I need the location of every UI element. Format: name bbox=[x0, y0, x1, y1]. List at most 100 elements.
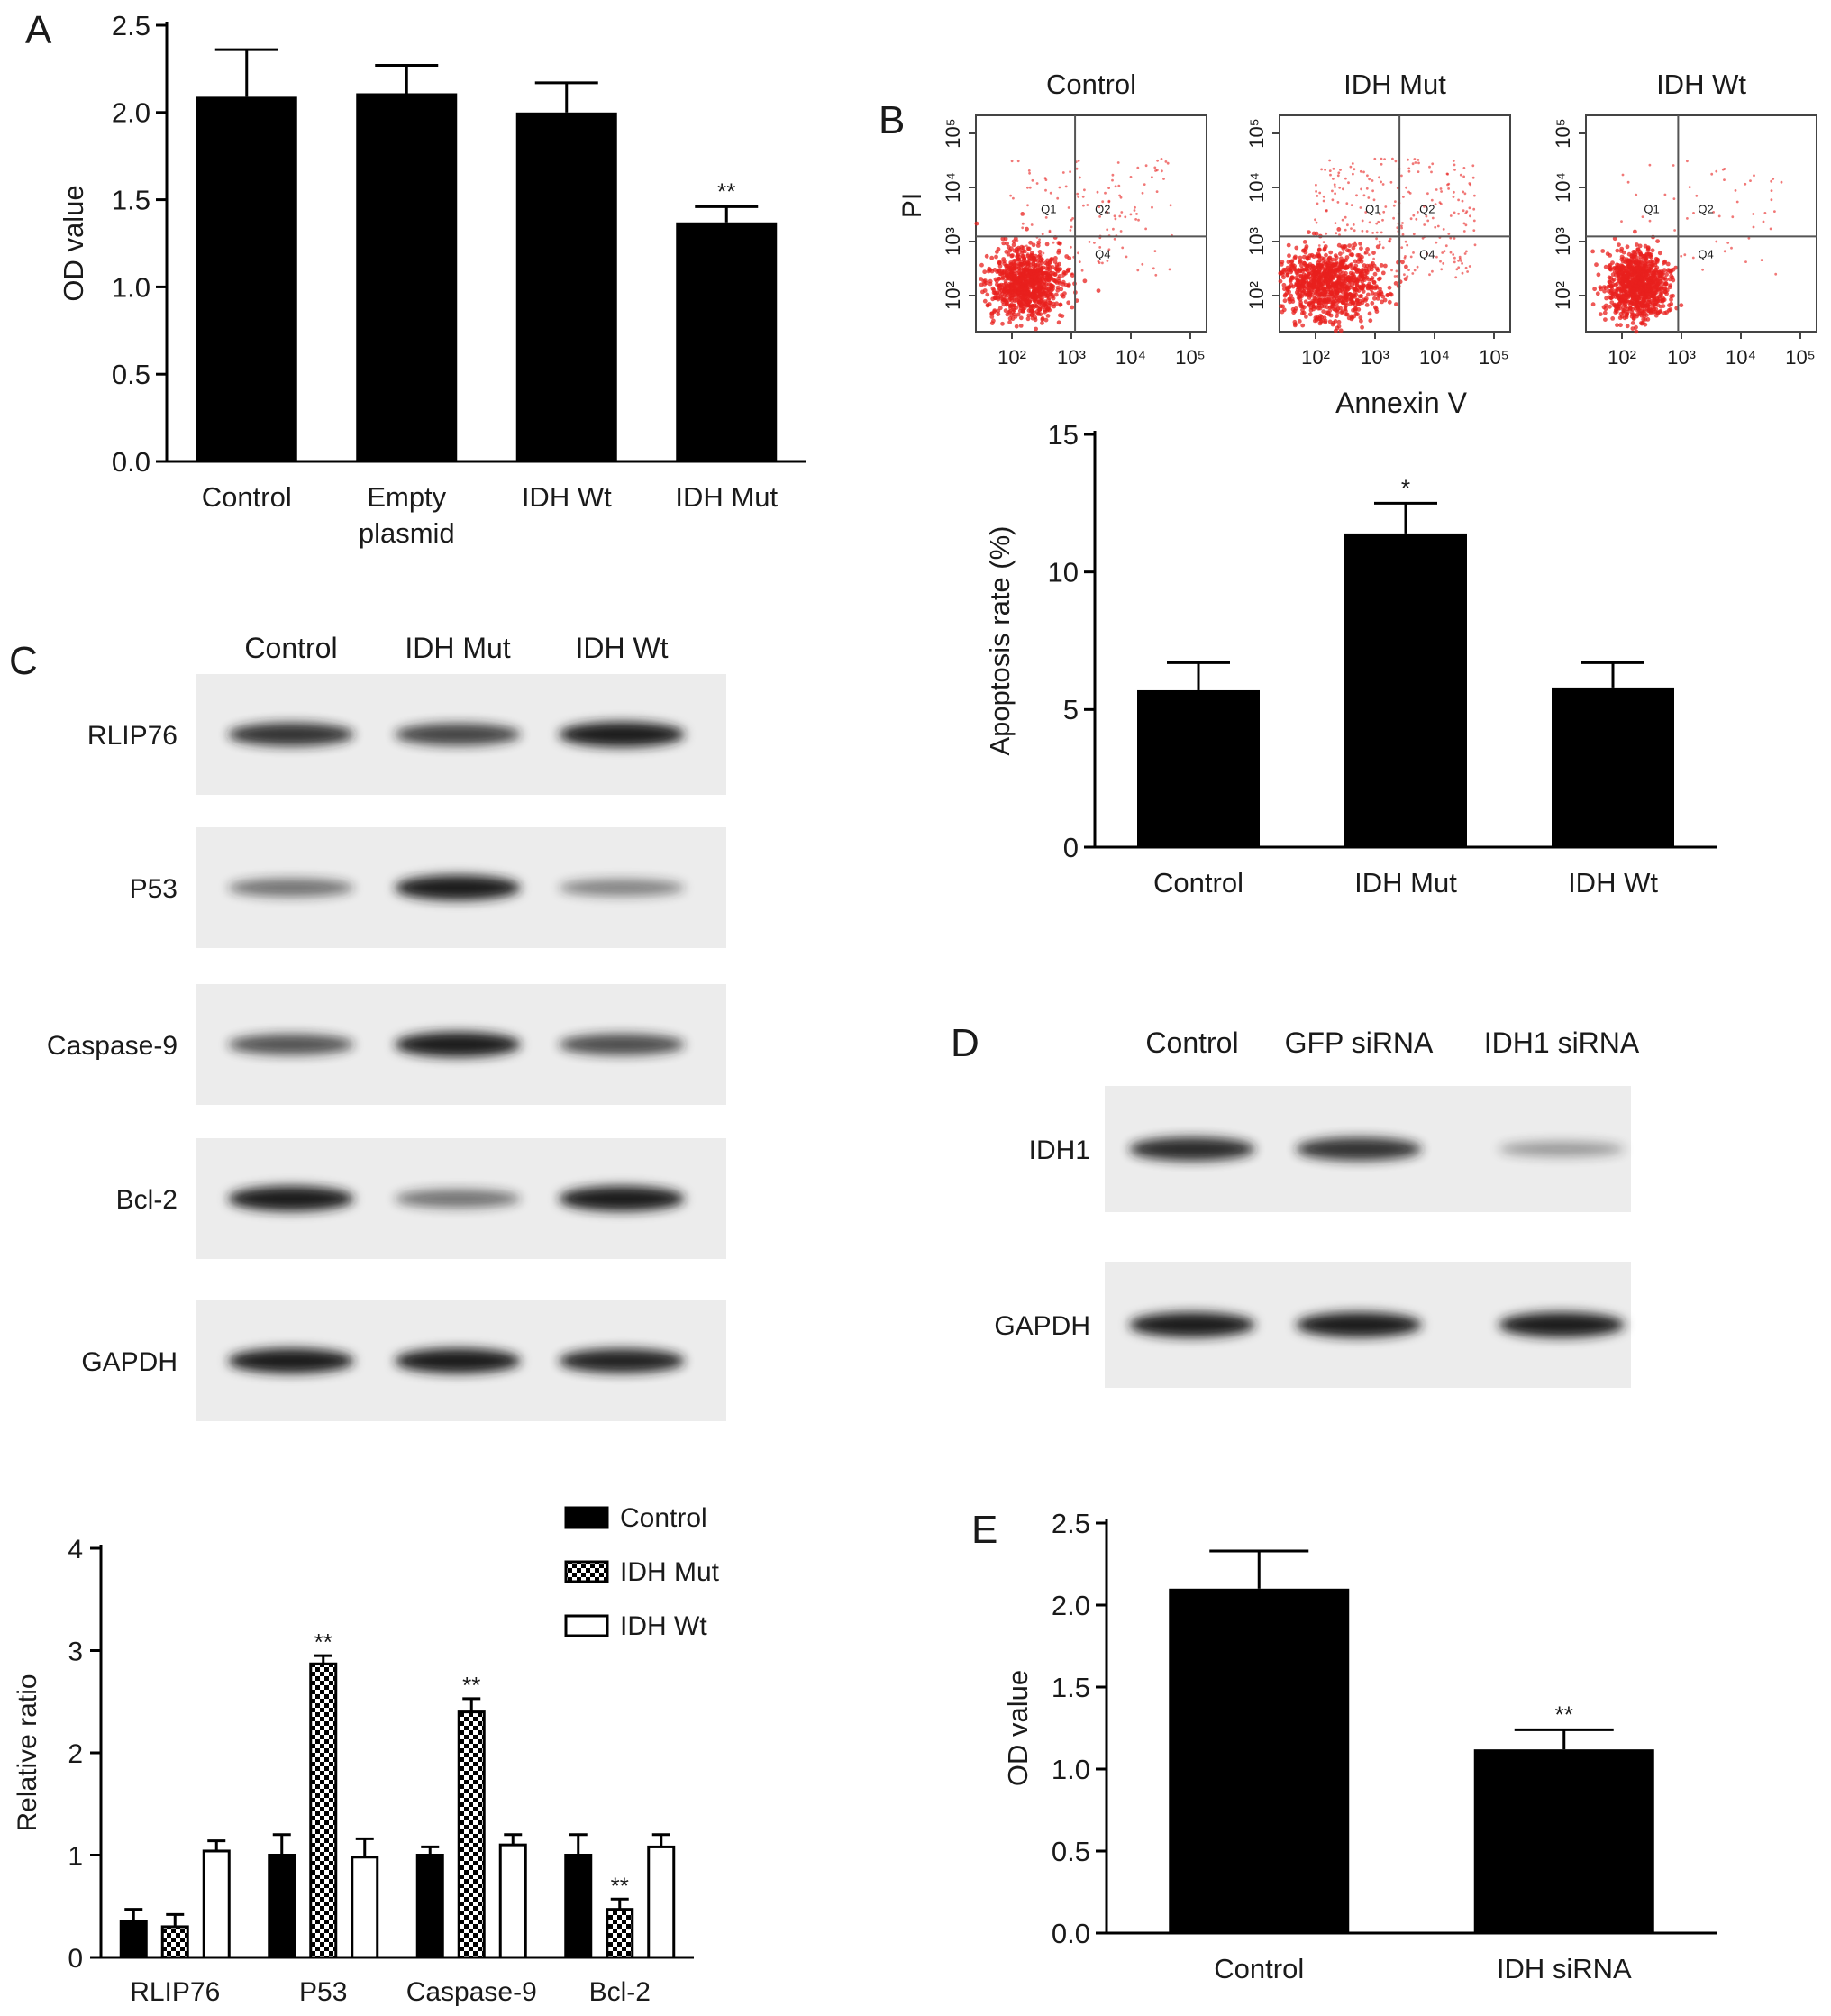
flow-dot bbox=[993, 292, 998, 296]
flow-dot bbox=[1364, 211, 1368, 214]
flow-dot bbox=[1686, 217, 1689, 220]
bar bbox=[1137, 689, 1260, 847]
flow-dot bbox=[1622, 287, 1627, 293]
flow-dot bbox=[1064, 185, 1068, 188]
flow-dot bbox=[1011, 306, 1016, 312]
flow-dot bbox=[1298, 260, 1303, 265]
flow-dot bbox=[1662, 276, 1668, 280]
flow-dot bbox=[1052, 272, 1058, 277]
flow-dot bbox=[1045, 314, 1051, 318]
flow-dot bbox=[1118, 214, 1122, 218]
flow-dot bbox=[1641, 291, 1645, 296]
flow-dot bbox=[1663, 193, 1667, 196]
flow-dot bbox=[1134, 205, 1136, 209]
flow-dot bbox=[1077, 196, 1080, 198]
blot-band bbox=[1499, 1312, 1625, 1337]
flow-dot bbox=[1344, 312, 1350, 317]
flow-dot bbox=[1287, 253, 1291, 259]
flow-dot bbox=[1035, 243, 1041, 248]
flow-dot bbox=[1028, 186, 1032, 189]
flow-dot bbox=[1344, 255, 1350, 260]
flow-dot bbox=[1069, 170, 1071, 174]
flow-dot bbox=[1602, 288, 1607, 294]
flow-dot bbox=[1402, 196, 1405, 198]
flow-dot bbox=[1379, 243, 1381, 246]
flow-dot bbox=[1639, 260, 1644, 266]
x-tick-label: Caspase-9 bbox=[406, 1977, 537, 2007]
flow-dot bbox=[1018, 271, 1023, 277]
bar bbox=[415, 1854, 444, 1959]
flow-dot bbox=[1603, 317, 1608, 322]
flow-dot bbox=[1315, 183, 1317, 187]
flow-dot bbox=[1151, 176, 1153, 179]
flow-dot bbox=[1134, 218, 1137, 221]
flow-y-tick-label: 10⁵ bbox=[1552, 118, 1574, 149]
x-tick-label: Bcl-2 bbox=[589, 1977, 651, 2007]
flow-dot bbox=[996, 247, 1001, 251]
flow-dot bbox=[1341, 300, 1346, 306]
flow-dot bbox=[1086, 204, 1089, 206]
flow-dot bbox=[1331, 198, 1335, 202]
flow-dot bbox=[1037, 307, 1043, 313]
flow-dot bbox=[1617, 315, 1623, 321]
flow-dot bbox=[1024, 258, 1027, 261]
flow-dot bbox=[1400, 174, 1403, 178]
flow-dot bbox=[1645, 247, 1651, 252]
y-tick-label: 1.0 bbox=[112, 271, 150, 303]
flow-dot bbox=[1383, 158, 1386, 161]
bar bbox=[1552, 687, 1674, 847]
flow-dot bbox=[1371, 280, 1377, 285]
flow-dot bbox=[1319, 300, 1324, 306]
flow-dot bbox=[1083, 188, 1086, 192]
flow-dot bbox=[1014, 266, 1019, 270]
y-tick-label: 10 bbox=[1048, 557, 1079, 588]
flow-dot bbox=[1381, 218, 1384, 222]
flow-dot bbox=[1617, 293, 1622, 297]
flow-dot bbox=[1025, 316, 1031, 322]
y-tick-label: 1.0 bbox=[1052, 1754, 1090, 1785]
flow-dot bbox=[1380, 157, 1383, 160]
flow-dot bbox=[1027, 169, 1031, 172]
flow-dot bbox=[1044, 242, 1050, 247]
flow-dot bbox=[1055, 269, 1061, 274]
flow-dot bbox=[1298, 300, 1303, 306]
blot-row-label: P53 bbox=[130, 874, 178, 904]
flow-dot bbox=[1353, 295, 1357, 299]
flow-dot bbox=[1396, 275, 1398, 278]
flow-dot bbox=[1289, 263, 1294, 268]
flow-dot bbox=[1630, 312, 1635, 317]
flow-dot bbox=[1305, 268, 1309, 273]
flow-dot bbox=[1400, 246, 1404, 249]
significance-mark: ** bbox=[1554, 1701, 1573, 1728]
flow-dot bbox=[1608, 267, 1613, 271]
flow-dot bbox=[1672, 164, 1675, 167]
flow-dot bbox=[1763, 212, 1767, 214]
flow-dot bbox=[1332, 167, 1335, 170]
flow-dot bbox=[1423, 223, 1426, 226]
flow-dot bbox=[1458, 255, 1462, 259]
flow-dot bbox=[1016, 160, 1020, 163]
significance-mark: ** bbox=[314, 1628, 332, 1656]
flow-dot bbox=[1160, 158, 1163, 160]
flow-dot bbox=[1133, 209, 1136, 212]
flow-dot bbox=[1615, 323, 1619, 328]
flow-dot bbox=[1366, 174, 1369, 178]
flow-ylabel: PI bbox=[897, 193, 927, 218]
flow-dot bbox=[1629, 254, 1635, 259]
flow-dot bbox=[1338, 272, 1341, 276]
flow-y-tick-label: 10² bbox=[1245, 281, 1268, 310]
flow-dot bbox=[1069, 229, 1072, 232]
flow-dot bbox=[1317, 292, 1323, 297]
flow-dot bbox=[1616, 271, 1620, 276]
flow-x-tick-label: 10⁴ bbox=[1726, 346, 1756, 369]
panel-letter-b: B bbox=[879, 98, 905, 142]
flow-dot bbox=[1434, 225, 1437, 229]
flow-dot bbox=[1050, 265, 1055, 269]
flow-dot bbox=[1393, 281, 1398, 286]
x-tick-label: P53 bbox=[299, 1977, 347, 2007]
flow-dot bbox=[1282, 298, 1288, 304]
flow-dot bbox=[985, 303, 990, 307]
flow-dot bbox=[1320, 168, 1323, 171]
flow-dot bbox=[1370, 301, 1375, 306]
flow-dot bbox=[1082, 278, 1088, 284]
